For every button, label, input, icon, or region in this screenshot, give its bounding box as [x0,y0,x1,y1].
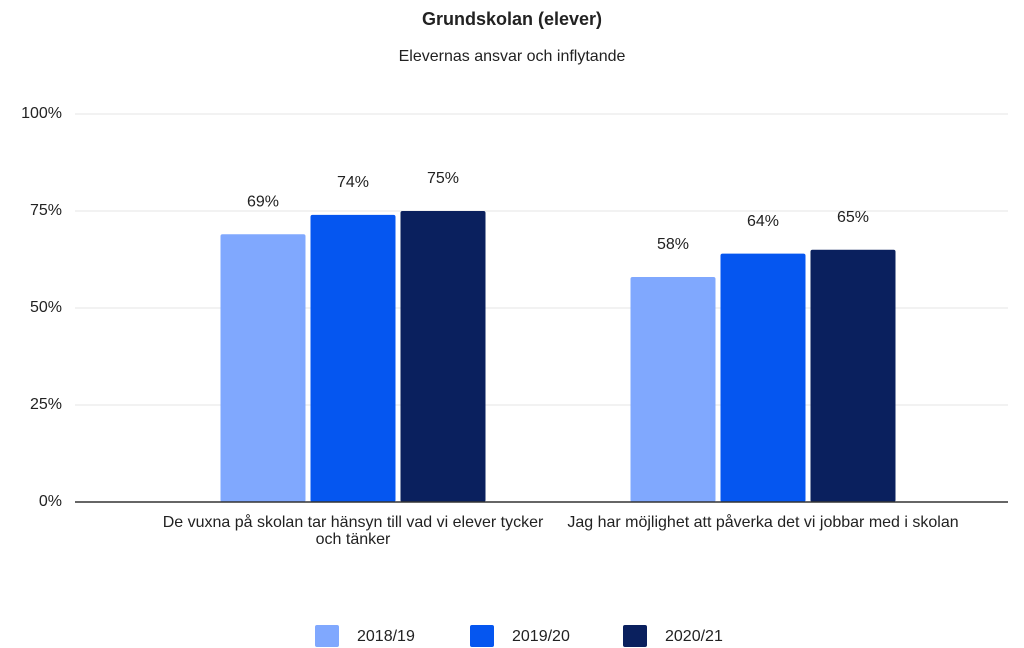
x-tick-label: Jag har möjlighet att påverka det vi job… [567,514,959,531]
data-label: 64% [747,213,779,230]
legend-label: 2020/21 [665,628,723,645]
bar [400,211,486,502]
y-tick-label: 50% [30,299,62,316]
legend-swatch [315,625,339,647]
y-tick-label: 75% [30,202,62,219]
legend-label: 2018/19 [357,628,415,645]
data-label: 74% [337,174,369,191]
bar [220,234,306,502]
legend-swatch [623,625,647,647]
chart-title: Grundskolan (elever) [422,9,602,29]
bar [720,253,806,502]
bar [630,276,716,502]
legend-label: 2019/20 [512,628,570,645]
x-tick-label: De vuxna på skolan tar hänsyn till vad v… [162,514,544,548]
data-label: 58% [657,236,689,253]
data-label: 69% [247,193,279,210]
chart-subtitle: Elevernas ansvar och inflytande [399,48,626,65]
y-tick-label: 25% [30,396,62,413]
legend-swatch [470,625,494,647]
data-label: 75% [427,170,459,187]
y-tick-label: 100% [21,105,62,122]
y-tick-label: 0% [39,493,62,510]
bar [310,214,396,502]
bar [810,249,896,502]
data-label: 65% [837,209,869,226]
